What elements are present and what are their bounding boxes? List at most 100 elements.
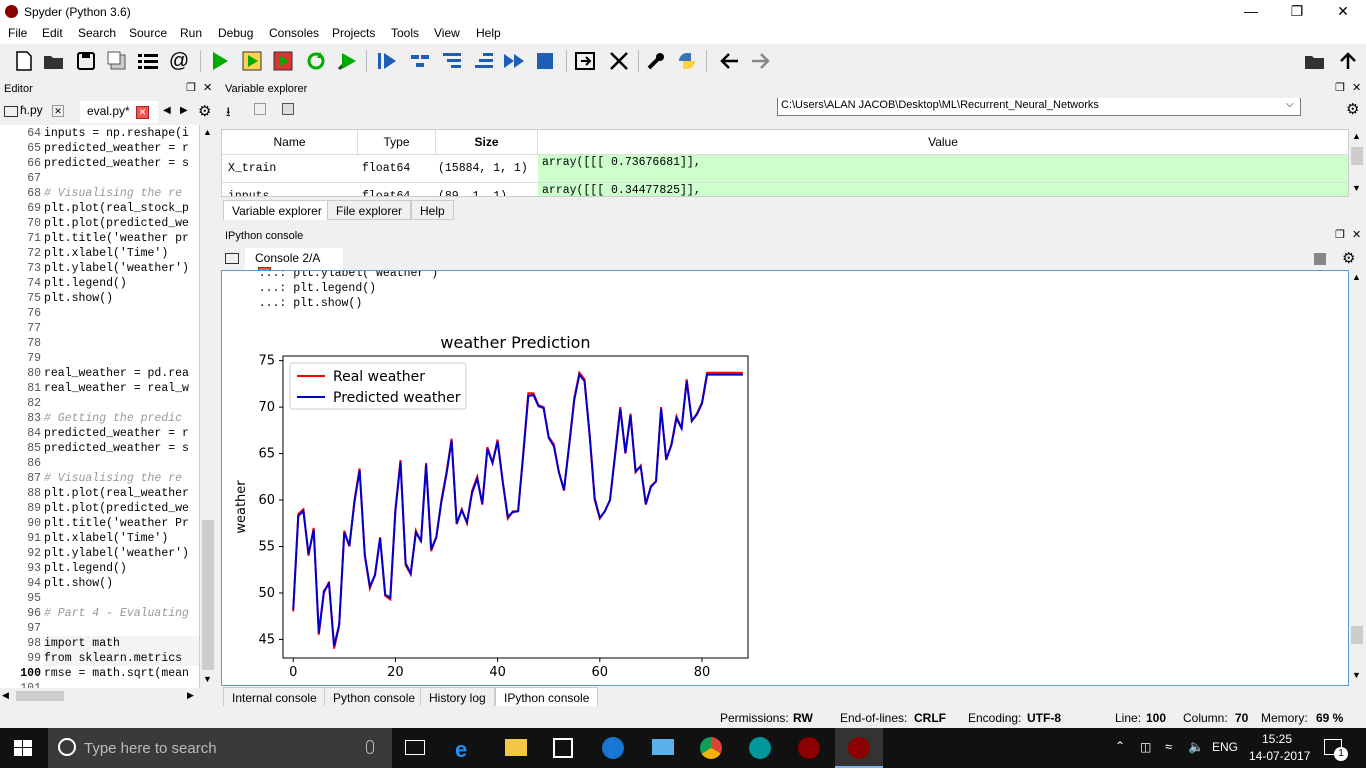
scroll-down-arrow-icon[interactable]: ▼ [1352, 183, 1361, 193]
wrench-icon[interactable] [644, 50, 668, 72]
task-view-icon[interactable] [405, 740, 425, 755]
spyder-active-taskbar-icon[interactable] [835, 728, 883, 768]
tab-internal-console[interactable]: Internal console [223, 687, 326, 707]
menu-file[interactable]: File [8, 26, 28, 40]
menu-debug[interactable]: Debug [218, 26, 254, 40]
scroll-up-arrow-icon[interactable]: ▲ [1352, 131, 1361, 141]
scroll-up-arrow-icon[interactable]: ▲ [1352, 272, 1361, 282]
new-file-icon[interactable] [12, 50, 36, 72]
code-area[interactable]: 64 65 66 67 68 69 70 71 72 73 74 75 76 77 78 79 80 81 82 83… [0, 125, 200, 688]
open-file-icon[interactable] [42, 50, 66, 72]
scroll-down-arrow-icon[interactable]: ▼ [1352, 670, 1361, 680]
microphone-icon[interactable] [366, 740, 374, 754]
close-pane-icon[interactable]: ✕ [203, 82, 213, 94]
gear-icon[interactable]: ⚙ [198, 103, 212, 120]
undock-icon[interactable]: ❐ [1335, 229, 1345, 241]
scroll-up-arrow-icon[interactable]: ▲ [203, 127, 212, 137]
tab-scroll-right-icon[interactable]: ▶ [180, 105, 188, 116]
tab-help[interactable]: Help [411, 200, 454, 220]
spyder-taskbar-icon[interactable] [798, 737, 820, 759]
menu-source[interactable]: Source [129, 26, 168, 40]
forward-arrow-icon[interactable] [748, 50, 772, 72]
search-box[interactable]: Type here to search [48, 728, 392, 768]
maximize-button[interactable]: ❐ [1290, 3, 1304, 19]
editor-tab-active[interactable]: eval.py* ✕ [80, 101, 158, 123]
at-icon[interactable]: @ [168, 49, 190, 72]
scroll-thumb[interactable] [202, 520, 214, 670]
scroll-down-arrow-icon[interactable]: ▼ [203, 674, 212, 684]
menu-search[interactable]: Search [78, 26, 117, 40]
wifi-icon[interactable]: ≈ [1165, 739, 1173, 754]
gear-icon[interactable]: ⚙ [1346, 101, 1360, 118]
tab-ipython-console[interactable]: IPython console [495, 687, 599, 707]
menu-help[interactable]: Help [476, 26, 501, 40]
debug-icon[interactable] [375, 50, 399, 72]
clock-time[interactable]: 15:25 [1262, 732, 1293, 746]
parent-directory-icon[interactable] [1336, 50, 1360, 72]
remote-desktop-icon[interactable] [652, 739, 674, 755]
run-config-icon[interactable] [335, 50, 359, 72]
undock-icon[interactable]: ❐ [186, 82, 196, 94]
menu-consoles[interactable]: Consoles [269, 26, 320, 40]
browse-tabs-icon[interactable] [225, 253, 239, 264]
editor-tab[interactable]: ɦ.py ✕ [20, 103, 65, 117]
run-cell-advance-icon[interactable] [272, 50, 296, 72]
table-header-value[interactable]: Value [928, 135, 958, 149]
volume-icon[interactable]: 🔈 [1188, 739, 1205, 754]
file-explorer-icon[interactable] [505, 739, 527, 756]
stop-icon[interactable] [1314, 253, 1326, 265]
chevron-up-icon[interactable]: ⌃ [1115, 739, 1126, 753]
table-header-size[interactable]: Size [436, 130, 538, 154]
menu-view[interactable]: View [434, 26, 460, 40]
run-cell-icon[interactable] [241, 50, 265, 72]
save-data-as-icon[interactable] [282, 103, 294, 115]
scroll-right-arrow-icon[interactable]: ▶ [187, 690, 194, 700]
table-row[interactable]: X_train float64 (15884, 1, 1) array([[[ … [222, 154, 1348, 183]
console-tab[interactable]: Console 2/A ✕ [245, 248, 343, 280]
clock-date[interactable]: 14-07-2017 [1249, 749, 1311, 763]
table-vscrollbar[interactable]: ▲ ▼ [1349, 129, 1365, 197]
tab-scroll-left-icon[interactable]: ◀ [163, 105, 171, 116]
close-pane-icon[interactable]: ✕ [1352, 229, 1362, 241]
stop-debug-icon[interactable] [533, 50, 557, 72]
scroll-thumb[interactable] [1351, 626, 1363, 644]
windows-start-icon[interactable] [14, 740, 32, 756]
save-all-icon[interactable] [105, 50, 129, 72]
python-path-icon[interactable] [675, 50, 699, 72]
scroll-left-arrow-icon[interactable]: ◀ [2, 690, 9, 700]
continue-icon[interactable] [502, 50, 526, 72]
scroll-thumb[interactable] [16, 691, 64, 701]
rerun-icon[interactable] [304, 50, 328, 72]
tab-variable-explorer[interactable]: Variable explorer [223, 200, 331, 220]
menu-projects[interactable]: Projects [332, 26, 376, 40]
close-button[interactable]: ✕ [1337, 3, 1349, 19]
chevron-down-icon[interactable]: ⌵ [1286, 99, 1294, 110]
store-icon[interactable] [553, 738, 573, 758]
edge-icon[interactable]: e [455, 737, 468, 762]
close-tab-icon[interactable]: ✕ [52, 105, 65, 117]
browse-tabs-icon[interactable] [4, 106, 18, 117]
undock-icon[interactable]: ❐ [1335, 82, 1345, 94]
table-row[interactable]: inputs float64 (89, 1, 1) array([[[ 0.34… [222, 182, 1348, 196]
gear-icon[interactable]: ⚙ [1342, 250, 1356, 267]
menu-run[interactable]: Run [180, 26, 203, 40]
save-data-icon[interactable] [254, 103, 266, 115]
step-return-icon[interactable] [472, 50, 496, 72]
maximize-pane-icon[interactable] [574, 50, 598, 72]
tab-python-console[interactable]: Python console [324, 687, 425, 707]
table-header-type[interactable]: Type [358, 130, 436, 154]
step-into-icon[interactable] [440, 50, 464, 72]
chrome-icon[interactable] [700, 737, 722, 759]
menu-edit[interactable]: Edit [42, 26, 63, 40]
step-icon[interactable] [408, 50, 432, 72]
scroll-thumb[interactable] [1351, 147, 1363, 165]
run-icon[interactable] [208, 50, 232, 72]
editor-hscrollbar[interactable]: ◀ ▶ [0, 688, 200, 704]
browse-folder-icon[interactable] [1303, 50, 1327, 72]
table-header-name[interactable]: Name [222, 130, 358, 154]
import-data-icon[interactable]: ⭳ [226, 104, 231, 119]
tab-history-log[interactable]: History log [420, 687, 495, 707]
menu-tools[interactable]: Tools [391, 26, 420, 40]
back-arrow-icon[interactable] [718, 50, 742, 72]
console-vscrollbar[interactable]: ▲ ▼ [1349, 270, 1365, 686]
